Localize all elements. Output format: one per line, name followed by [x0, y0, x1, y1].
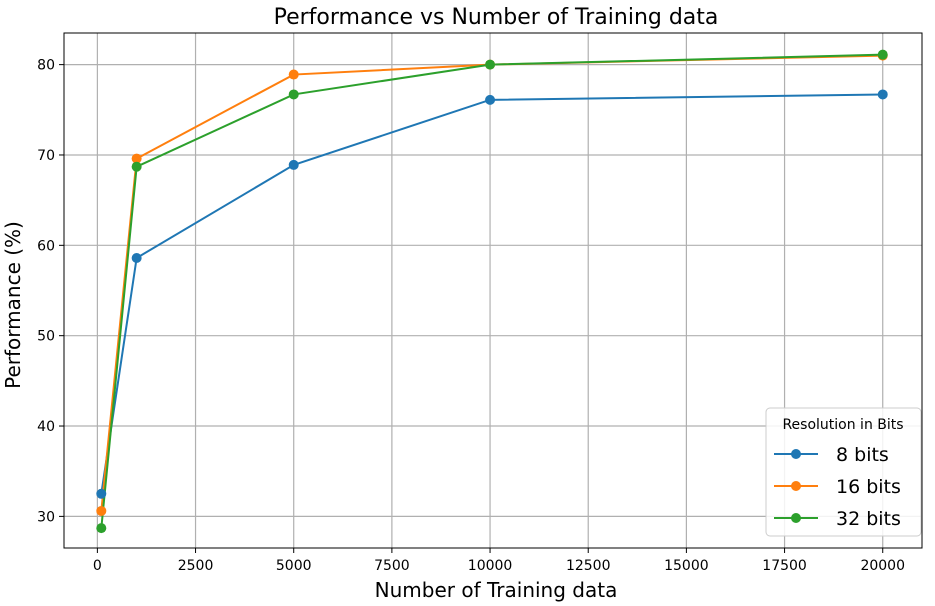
x-tick-label: 17500 — [762, 558, 807, 574]
x-tick-label: 2500 — [178, 558, 214, 574]
legend-label: 8 bits — [836, 444, 889, 466]
data-point — [877, 89, 888, 100]
y-axis-ticks: 30 40 50 60 70 80 — [37, 58, 64, 525]
y-axis-label: Performance (%) — [1, 221, 25, 389]
x-tick-label: 0 — [93, 558, 102, 574]
data-point — [485, 59, 496, 70]
x-tick-label: 5000 — [276, 558, 312, 574]
y-tick-label: 30 — [37, 509, 55, 525]
series-points — [96, 49, 888, 534]
y-tick-label: 70 — [37, 148, 55, 164]
legend-swatch-marker — [791, 513, 801, 523]
legend-swatch-marker — [791, 481, 801, 491]
data-point — [288, 159, 299, 170]
y-tick-label: 80 — [37, 58, 55, 74]
x-axis-label: Number of Training data — [375, 578, 618, 602]
legend-box — [765, 407, 922, 537]
x-tick-label: 20000 — [860, 558, 905, 574]
data-point — [288, 69, 299, 80]
x-tick-label: 15000 — [664, 558, 709, 574]
data-point — [131, 153, 142, 164]
legend: Resolution in Bits 8 bits 16 bits 32 bits — [765, 407, 922, 537]
data-point — [96, 488, 107, 499]
y-tick-label: 50 — [37, 329, 55, 345]
x-tick-label: 12500 — [566, 558, 611, 574]
x-tick-label: 10000 — [468, 558, 513, 574]
data-point — [131, 252, 142, 263]
chart-title: Performance vs Number of Training data — [274, 5, 719, 30]
x-axis-ticks: 0 2500 5000 7500 10000 12500 15000 17500 20000 — [93, 548, 905, 574]
plot-frame — [63, 32, 923, 549]
legend-title: Resolution in Bits — [782, 417, 903, 433]
data-point — [131, 161, 142, 172]
data-point — [288, 89, 299, 100]
legend-swatch-marker — [791, 449, 801, 459]
y-tick-label: 60 — [37, 238, 55, 254]
x-tick-label: 7500 — [374, 558, 410, 574]
data-point — [485, 94, 496, 105]
data-point — [96, 523, 107, 534]
data-point — [877, 49, 888, 60]
y-tick-label: 40 — [37, 419, 55, 435]
legend-label: 16 bits — [836, 476, 901, 498]
legend-label: 32 bits — [836, 508, 901, 530]
data-point — [96, 505, 107, 516]
